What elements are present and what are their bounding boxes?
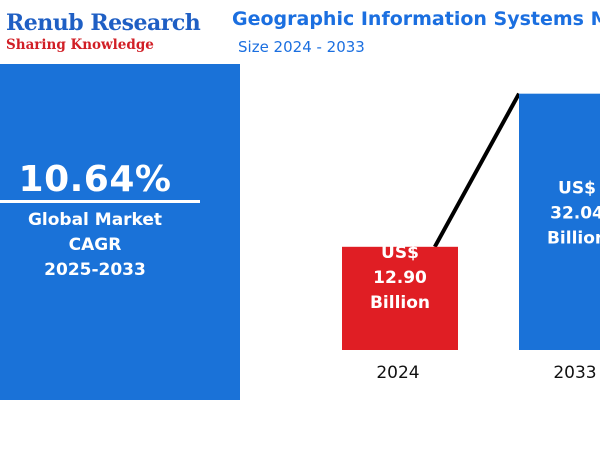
bar-chart: US$ 12.90 Billion 2024 US$ 32.04 Billion 2033 bbox=[342, 92, 600, 383]
brand-tagline: Sharing Knowledge bbox=[6, 37, 154, 53]
cagr-label-line2: 2025-2033 bbox=[44, 260, 146, 280]
data-label-2024-line2: 12.90 bbox=[373, 268, 427, 288]
x-tick-2024: 2024 bbox=[376, 363, 419, 383]
trend-line bbox=[433, 92, 521, 248]
website-link[interactable]: www.renub.com bbox=[4, 439, 93, 452]
chart-subtitle: Size 2024 - 2033 bbox=[238, 38, 365, 56]
chart-title: Geographic Information Systems Ma bbox=[232, 8, 600, 30]
cagr-value: 10.64% bbox=[18, 159, 172, 200]
bar-2024 bbox=[342, 246, 458, 350]
cagr-divider bbox=[0, 200, 200, 203]
data-label-2033-line2: 32.04 bbox=[550, 204, 600, 224]
bar-2033 bbox=[519, 93, 600, 351]
data-label-2024-line3: Billion bbox=[370, 293, 430, 313]
data-label-2024-line1: US$ bbox=[381, 243, 419, 263]
x-tick-2033: 2033 bbox=[553, 363, 596, 383]
data-label-2033-line3: Billion bbox=[547, 229, 600, 249]
brand-logo-name: Renub Research bbox=[6, 10, 201, 36]
cagr-label-line1: Global Market CAGR bbox=[27, 210, 163, 255]
cagr-panel: 10.64% Global Market CAGR 2025-2033 www.… bbox=[0, 64, 240, 452]
data-label-2033-line1: US$ bbox=[558, 179, 596, 199]
cagr-label: Global Market CAGR 2025-2033 bbox=[0, 208, 190, 283]
